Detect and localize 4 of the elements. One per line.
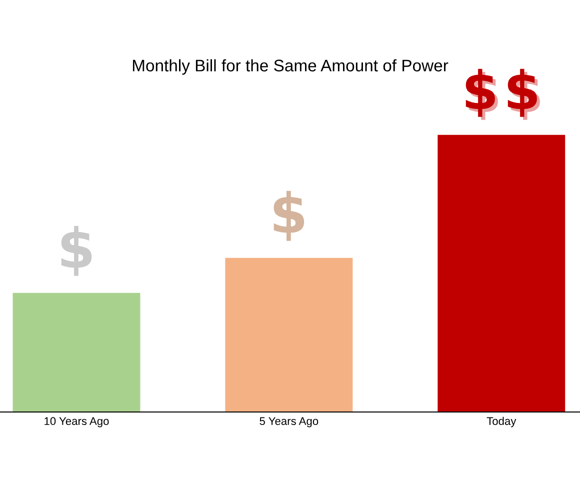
x-tick-label: 5 Years Ago <box>260 417 318 428</box>
x-tick-label: Today <box>486 416 516 428</box>
x-tick-label: 10 Years Ago <box>44 417 109 428</box>
chart-title: Monthly Bill for the Same Amount of Power <box>132 59 448 75</box>
